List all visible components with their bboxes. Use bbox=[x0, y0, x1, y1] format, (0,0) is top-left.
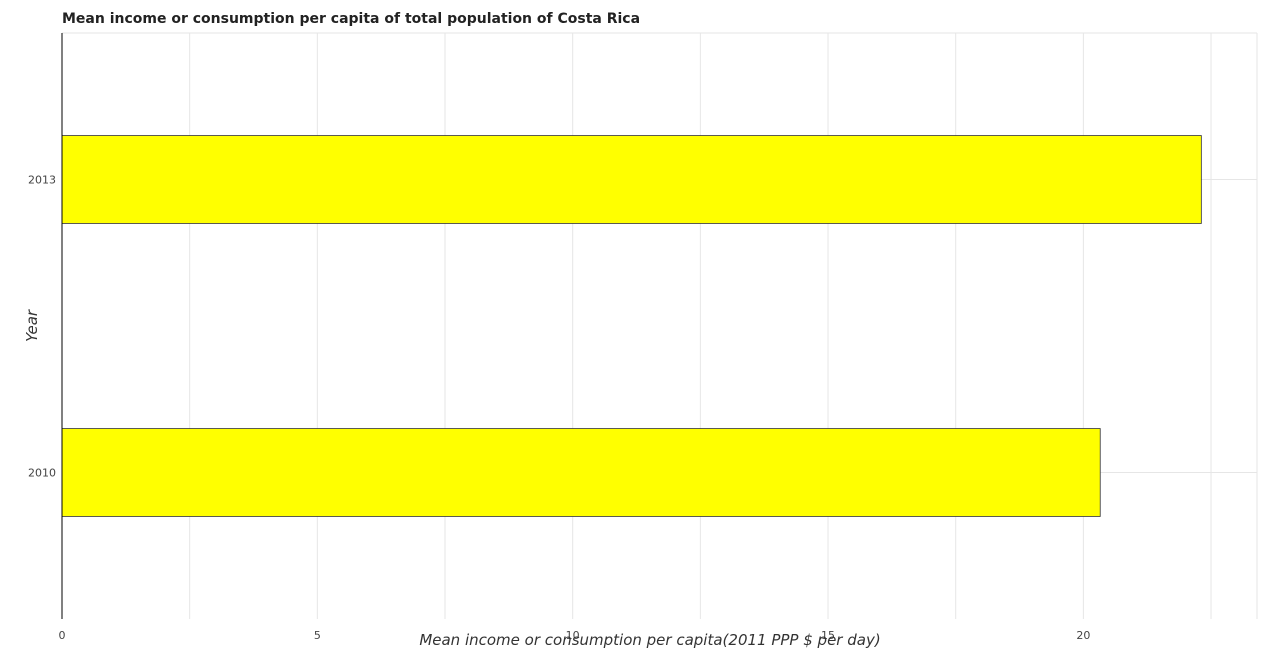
y-axis-label: Year bbox=[23, 309, 41, 342]
y-tick-label: 2013 bbox=[28, 174, 56, 187]
x-tick-label: 0 bbox=[59, 629, 66, 642]
x-tick-label: 5 bbox=[314, 629, 321, 642]
x-tick-labels: 0 5 10 15 20 bbox=[59, 629, 1091, 642]
x-tick-label: 15 bbox=[821, 629, 835, 642]
bar-2013 bbox=[61, 135, 1202, 224]
bars bbox=[61, 135, 1202, 517]
grid bbox=[61, 32, 1258, 619]
chart-title: Mean income or consumption per capita of… bbox=[62, 11, 640, 27]
x-axis-label: Mean income or consumption per capita(20… bbox=[419, 631, 880, 649]
bar-2010 bbox=[61, 428, 1101, 517]
y-tick-labels: 2010 2013 bbox=[28, 174, 56, 480]
y-tick-label: 2010 bbox=[28, 467, 56, 480]
x-tick-label: 10 bbox=[566, 629, 580, 642]
x-tick-label: 20 bbox=[1076, 629, 1090, 642]
